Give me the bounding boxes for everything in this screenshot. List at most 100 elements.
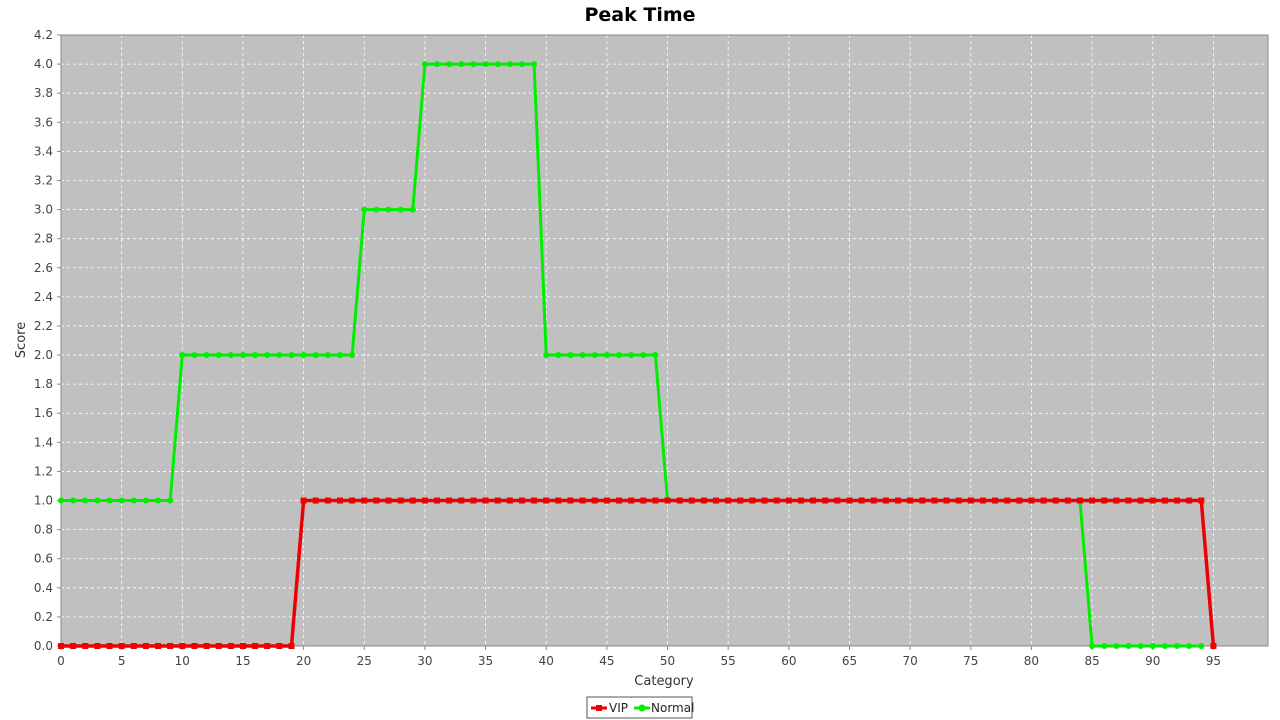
data-point-vip bbox=[482, 497, 489, 504]
data-point-vip bbox=[312, 497, 319, 504]
data-point-vip bbox=[1210, 643, 1217, 649]
data-point-normal bbox=[409, 206, 416, 213]
data-point-vip bbox=[446, 497, 453, 504]
data-point-vip bbox=[94, 643, 101, 649]
data-point-normal bbox=[640, 352, 647, 359]
data-point-normal bbox=[652, 352, 659, 359]
data-point-vip bbox=[1040, 497, 1047, 504]
data-point-normal bbox=[1174, 643, 1181, 649]
data-point-normal bbox=[252, 352, 259, 359]
data-point-normal bbox=[324, 352, 331, 359]
data-point-vip bbox=[1113, 497, 1120, 504]
data-point-vip bbox=[652, 497, 659, 504]
data-point-normal bbox=[567, 352, 574, 359]
data-point-normal bbox=[494, 61, 501, 68]
x-tick-label: 55 bbox=[721, 654, 736, 668]
data-point-vip bbox=[761, 497, 768, 504]
data-point-normal bbox=[397, 206, 404, 213]
data-point-vip bbox=[1125, 497, 1132, 504]
y-tick-label: 3.8 bbox=[34, 86, 53, 100]
data-point-vip bbox=[1028, 497, 1035, 504]
data-point-normal bbox=[555, 352, 562, 359]
data-point-normal bbox=[82, 497, 89, 504]
data-point-normal bbox=[591, 352, 598, 359]
data-point-vip bbox=[179, 643, 186, 649]
data-point-vip bbox=[700, 497, 707, 504]
data-point-vip bbox=[543, 497, 550, 504]
data-point-vip bbox=[1174, 497, 1181, 504]
data-point-vip bbox=[870, 497, 877, 504]
data-point-vip bbox=[1076, 497, 1083, 504]
data-point-normal bbox=[118, 497, 125, 504]
data-point-normal bbox=[203, 352, 210, 359]
data-point-normal bbox=[421, 61, 428, 68]
data-point-normal bbox=[470, 61, 477, 68]
x-tick-label: 5 bbox=[118, 654, 126, 668]
data-point-vip bbox=[434, 497, 441, 504]
data-point-normal bbox=[616, 352, 623, 359]
data-point-vip bbox=[409, 497, 416, 504]
x-tick-label: 65 bbox=[842, 654, 857, 668]
data-point-vip bbox=[882, 497, 889, 504]
x-tick-label: 0 bbox=[57, 654, 65, 668]
data-point-normal bbox=[373, 206, 380, 213]
data-point-vip bbox=[1016, 497, 1023, 504]
data-point-normal bbox=[130, 497, 137, 504]
data-point-normal bbox=[106, 497, 113, 504]
data-point-vip bbox=[518, 497, 525, 504]
data-point-vip bbox=[1137, 497, 1144, 504]
x-tick-label: 90 bbox=[1145, 654, 1160, 668]
data-point-vip bbox=[70, 643, 77, 649]
data-point-vip bbox=[118, 643, 125, 649]
data-point-normal bbox=[1137, 643, 1144, 649]
data-point-vip bbox=[203, 643, 210, 649]
data-point-vip bbox=[300, 497, 307, 504]
data-point-vip bbox=[713, 497, 720, 504]
y-tick-label: 2.2 bbox=[34, 319, 53, 333]
data-point-normal bbox=[70, 497, 77, 504]
plot-frame bbox=[60, 34, 1269, 647]
data-point-vip bbox=[1064, 497, 1071, 504]
data-point-vip bbox=[664, 497, 671, 504]
legend-normal-label: Normal bbox=[651, 701, 694, 715]
data-point-normal bbox=[167, 497, 174, 504]
data-point-normal bbox=[288, 352, 295, 359]
data-point-vip bbox=[215, 643, 222, 649]
y-tick-label: 2.4 bbox=[34, 290, 53, 304]
x-tick-label: 35 bbox=[478, 654, 493, 668]
data-point-vip bbox=[385, 497, 392, 504]
x-tick-label: 60 bbox=[781, 654, 796, 668]
y-tick-label: 4.2 bbox=[34, 28, 53, 42]
data-point-vip bbox=[458, 497, 465, 504]
data-point-vip bbox=[252, 643, 259, 649]
data-point-normal bbox=[349, 352, 356, 359]
data-point-vip bbox=[1052, 497, 1059, 504]
x-tick-label: 30 bbox=[417, 654, 432, 668]
data-point-vip bbox=[397, 497, 404, 504]
data-point-vip bbox=[1198, 497, 1205, 504]
data-point-vip bbox=[737, 497, 744, 504]
data-point-vip bbox=[288, 643, 295, 649]
data-point-vip bbox=[603, 497, 610, 504]
data-point-normal bbox=[276, 352, 283, 359]
data-point-vip bbox=[967, 497, 974, 504]
data-point-vip bbox=[470, 497, 477, 504]
data-point-normal bbox=[191, 352, 198, 359]
data-point-vip bbox=[785, 497, 792, 504]
tick-labels: 0.0 0.2 0.4 0.6 0.8 1.0 1.2 1.4 1.6 1.8 2.0 2.2 2.4 2… bbox=[34, 28, 1221, 668]
data-point-normal bbox=[385, 206, 392, 213]
data-point-vip bbox=[167, 643, 174, 649]
x-tick-label: 20 bbox=[296, 654, 311, 668]
data-point-normal bbox=[603, 352, 610, 359]
y-tick-label: 2.6 bbox=[34, 261, 53, 275]
data-point-vip bbox=[810, 497, 817, 504]
data-point-vip bbox=[579, 497, 586, 504]
data-point-vip bbox=[931, 497, 938, 504]
data-point-normal bbox=[94, 497, 101, 504]
y-axis-label: Score bbox=[14, 322, 29, 358]
y-tick-label: 3.4 bbox=[34, 144, 53, 158]
data-point-vip bbox=[992, 497, 999, 504]
y-tick-label: 1.8 bbox=[34, 377, 53, 391]
data-point-normal bbox=[300, 352, 307, 359]
y-tick-label: 3.0 bbox=[34, 203, 53, 217]
